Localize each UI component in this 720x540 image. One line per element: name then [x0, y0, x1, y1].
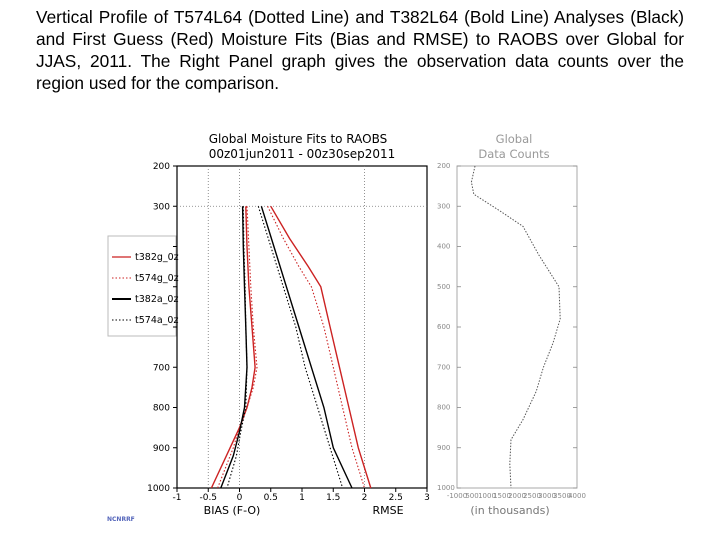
y-tick-label: 700 [153, 363, 170, 373]
x-tick-label: 0.5 [264, 493, 278, 503]
right-y-tick-label: 700 [437, 363, 450, 371]
right-y-tick-label: 800 [437, 404, 450, 412]
right-x-tick-label: 2000 [508, 492, 526, 500]
x-tick-label: 1 [299, 493, 305, 503]
legend-label: t574a_0z [135, 315, 178, 326]
main-grid [177, 166, 427, 488]
figure-caption: Vertical Profile of T574L64 (Dotted Line… [36, 7, 684, 93]
right-x-tick-label: 4000 [568, 492, 586, 500]
series-t382a_0z-bias [220, 206, 248, 489]
right-subtitle: Data Counts [478, 147, 549, 161]
right-x-tick-label: 1500 [493, 492, 511, 500]
series-t382g_0z-bias [210, 206, 256, 489]
right-y-tick-label: 400 [437, 243, 450, 251]
x-tick-label: -0.5 [199, 493, 217, 503]
y-tick-label: 200 [153, 162, 170, 172]
right-y-tick-label: 200 [437, 162, 450, 170]
series-t574a_0z-rmse [257, 206, 344, 489]
right-y-tick-label: 600 [437, 323, 450, 331]
credit-label: NCNRRF [107, 516, 135, 523]
main-subtitle: 00z01jun2011 - 00z30sep2011 [209, 147, 396, 161]
right-y-tick-label: 900 [437, 444, 450, 452]
y-tick-label: 300 [153, 202, 170, 212]
series-t574g_0z-rmse [267, 206, 366, 489]
x-tick-label: -1 [173, 493, 182, 503]
legend-label: t382g_0z [135, 252, 179, 263]
legend-box [107, 235, 177, 337]
x-tick-label: 1.5 [326, 493, 340, 503]
x-tick-label: 2 [362, 493, 368, 503]
right-y-tick-label: 1000 [437, 484, 455, 492]
y-tick-label: 800 [153, 404, 170, 414]
legend: t382g_0z t574g_0z t382a_0z t574a_0z [112, 252, 179, 326]
main-title: Global Moisture Fits to RAOBS [209, 132, 387, 146]
rmse-axis-label: RMSE [372, 504, 403, 517]
legend-label: t382a_0z [135, 294, 178, 305]
main-ticks: 200 300 700 800 900 1000-1 -0.5 0 0.5 1 1.5 2 2.5 3 [147, 162, 430, 503]
series-t382g_0z-rmse [270, 205, 372, 489]
series-t382a_0z-rmse [260, 206, 353, 489]
right-series [470, 165, 561, 489]
right-plot-frame [456, 165, 578, 489]
right-x-tick-label: 3500 [553, 492, 571, 500]
main-plot-frame [176, 165, 428, 489]
right-x-tick-label: 500 [465, 492, 478, 500]
right-x-tick-label: -1000 [447, 492, 467, 500]
y-tick-label: 900 [153, 444, 170, 454]
bias-axis-label: BIAS (F-O) [204, 504, 261, 517]
right-axis-label: (in thousands) [470, 504, 549, 517]
x-tick-label: 2.5 [389, 493, 403, 503]
series-data-counts [470, 165, 561, 489]
right-y-tick-label: 500 [437, 283, 450, 291]
y-tick-label: 1000 [147, 484, 170, 494]
x-tick-label: 3 [424, 493, 430, 503]
main-series [210, 205, 372, 489]
legend-label: t574g_0z [135, 273, 179, 284]
right-x-tick-label: 3000 [538, 492, 556, 500]
right-y-tick-label: 300 [437, 202, 450, 210]
series-t574g_0z-bias [217, 206, 258, 489]
right-x-tick-label: 1000 [478, 492, 496, 500]
right-panel: Global Data Counts 200 300 400 500 600 700 800… [437, 132, 586, 517]
main-panel: Global Moisture Fits to RAOBS 00z01jun20… [147, 132, 430, 517]
right-title: Global [496, 132, 533, 146]
x-tick-label: 0 [237, 493, 243, 503]
right-x-tick-label: 2500 [523, 492, 541, 500]
series-t574a_0z-bias [226, 206, 248, 489]
